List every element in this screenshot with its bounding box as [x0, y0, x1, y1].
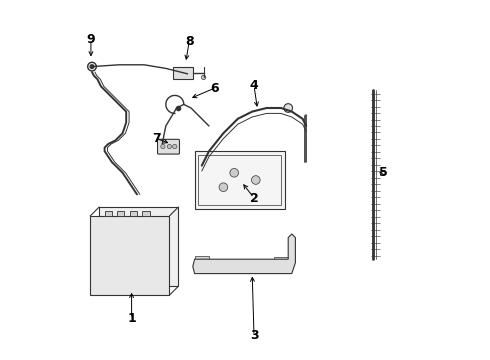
FancyBboxPatch shape [143, 211, 149, 216]
FancyBboxPatch shape [90, 216, 170, 295]
FancyBboxPatch shape [195, 256, 209, 270]
Polygon shape [193, 234, 295, 274]
Text: 6: 6 [210, 82, 219, 95]
Circle shape [219, 183, 228, 192]
FancyBboxPatch shape [130, 211, 137, 216]
Circle shape [90, 65, 94, 68]
Circle shape [161, 144, 165, 149]
Circle shape [251, 176, 260, 184]
FancyBboxPatch shape [198, 155, 281, 205]
FancyBboxPatch shape [195, 151, 285, 209]
Text: 5: 5 [379, 166, 388, 179]
Circle shape [88, 62, 97, 71]
Text: 4: 4 [249, 79, 258, 92]
Text: 7: 7 [152, 132, 161, 145]
FancyBboxPatch shape [173, 67, 193, 79]
FancyBboxPatch shape [99, 207, 178, 286]
Text: 9: 9 [87, 33, 95, 46]
FancyBboxPatch shape [157, 139, 179, 154]
Circle shape [167, 144, 171, 149]
Circle shape [201, 75, 206, 80]
FancyBboxPatch shape [104, 211, 112, 216]
Circle shape [172, 144, 177, 149]
FancyBboxPatch shape [274, 257, 288, 270]
Text: 1: 1 [127, 312, 136, 325]
Circle shape [230, 168, 239, 177]
Circle shape [284, 104, 293, 112]
Text: 3: 3 [250, 329, 258, 342]
FancyBboxPatch shape [117, 211, 124, 216]
Text: 2: 2 [249, 192, 258, 204]
Text: 8: 8 [185, 35, 194, 48]
